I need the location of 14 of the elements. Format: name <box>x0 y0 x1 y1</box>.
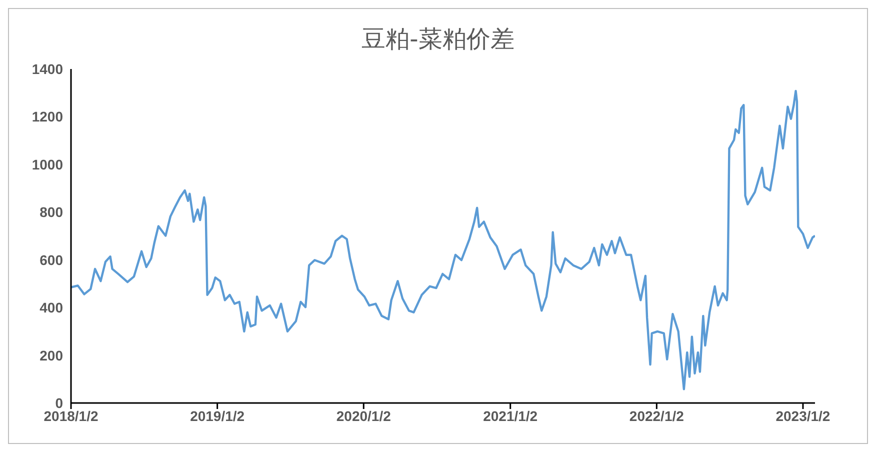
chart-title: 豆粕-菜粕价差 <box>360 24 516 55</box>
x-tick-label: 2021/1/2 <box>483 408 538 424</box>
x-tick-label: 2023/1/2 <box>776 408 830 424</box>
y-tick-label: 600 <box>40 252 64 268</box>
y-tick-label: 1000 <box>32 156 64 172</box>
x-tick-label: 2022/1/2 <box>629 408 684 424</box>
y-tick-label: 800 <box>40 204 64 220</box>
x-tick-label: 2020/1/2 <box>336 408 392 424</box>
x-tick-label: 2019/1/2 <box>190 408 245 424</box>
y-tick-label: 1200 <box>32 108 64 125</box>
y-tick-label: 1400 <box>32 60 64 77</box>
y-tick-label: 400 <box>40 300 64 316</box>
line-series <box>71 90 815 390</box>
y-tick-label: 200 <box>40 347 64 364</box>
